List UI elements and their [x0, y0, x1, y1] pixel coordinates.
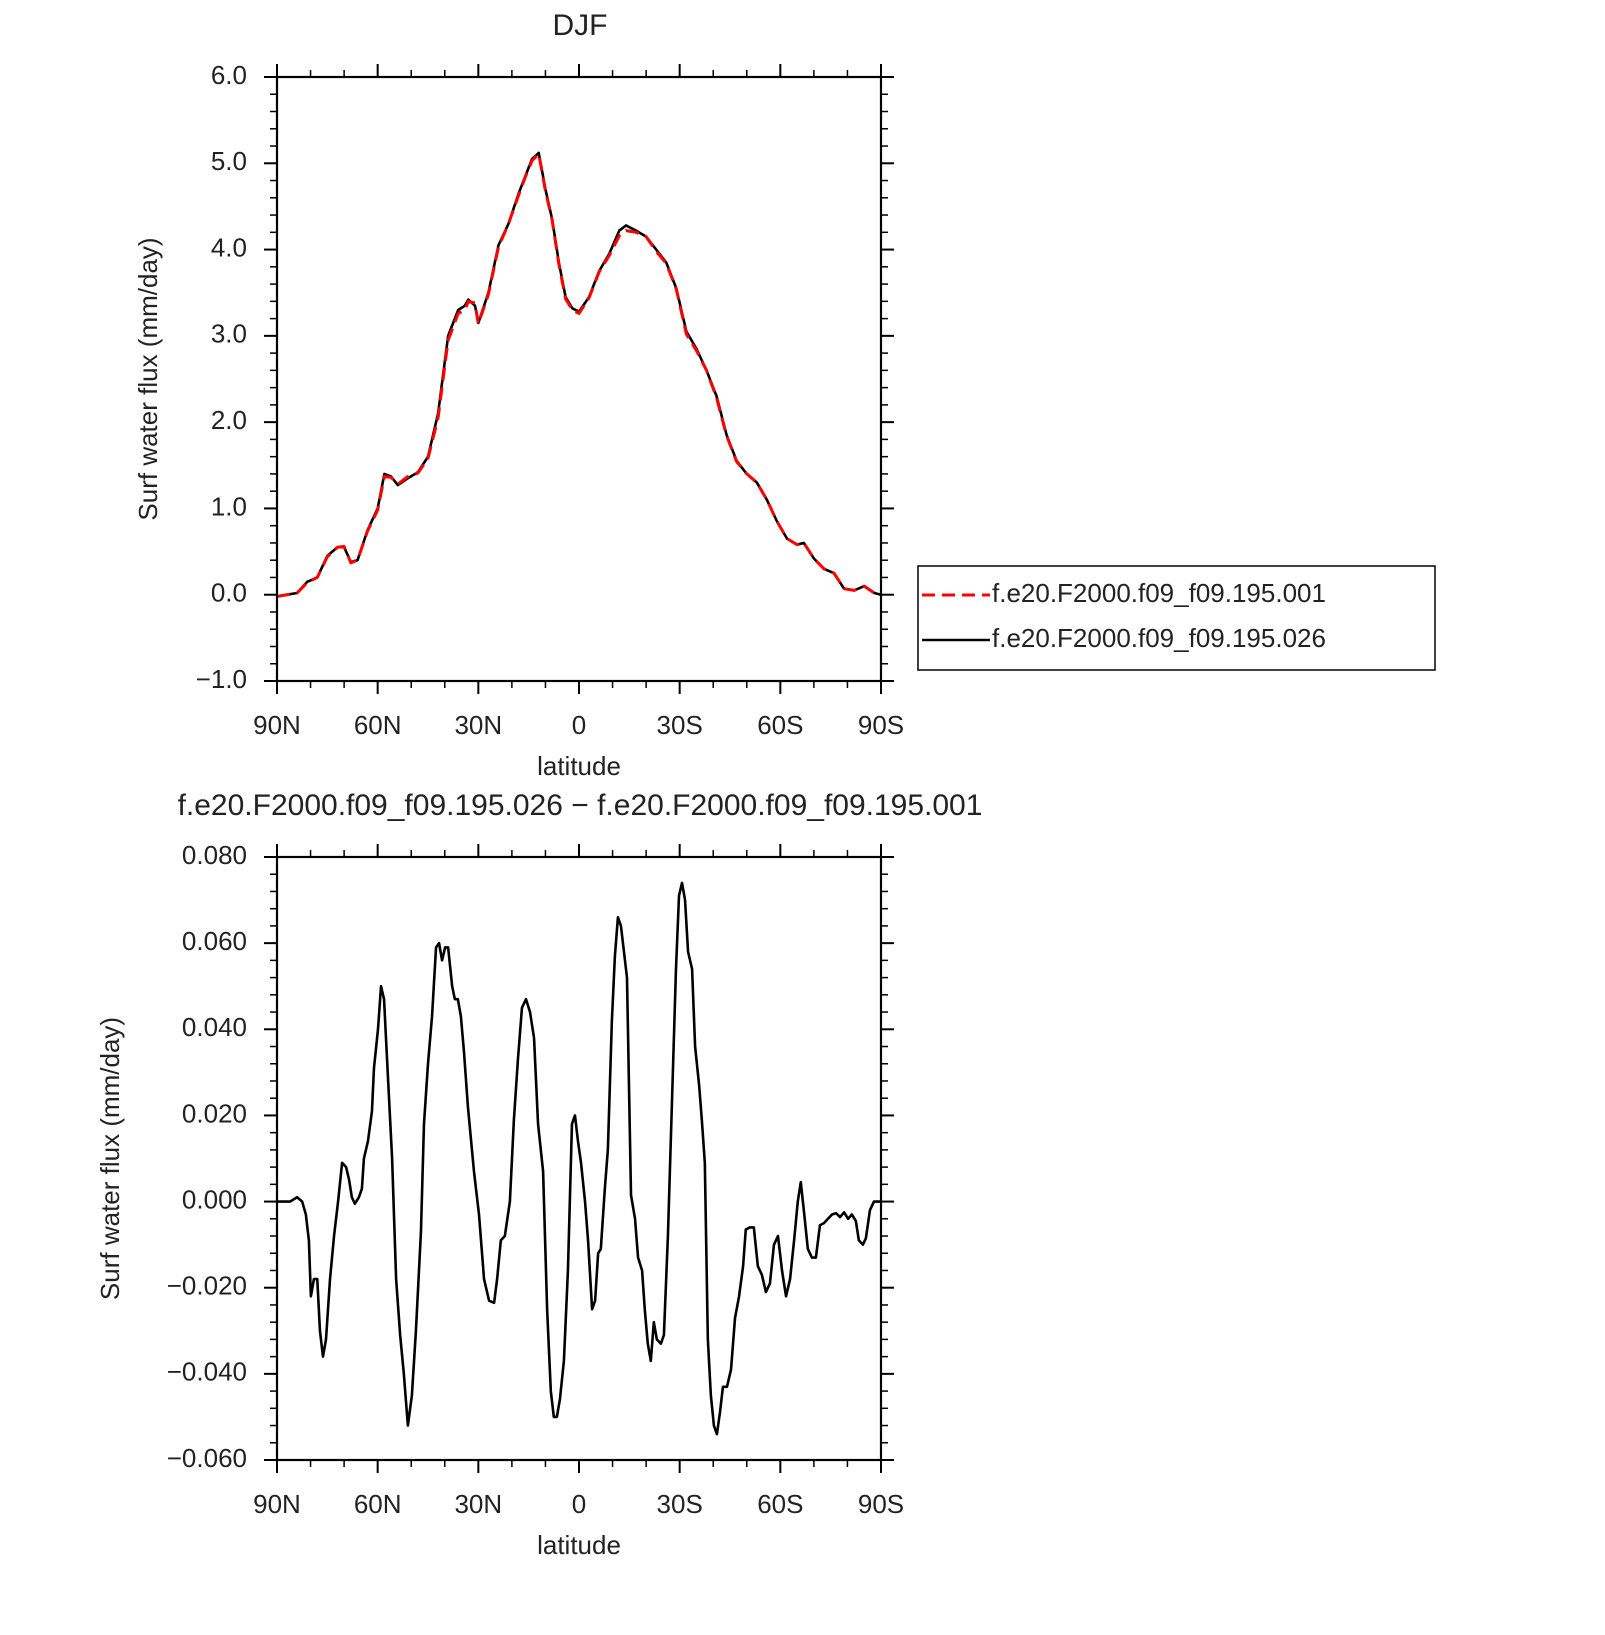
x-tick-label: 90S [858, 1489, 904, 1519]
legend-box [917, 565, 1436, 671]
plot-frame [275, 855, 883, 1462]
y-tick-label: 0.040 [182, 1012, 247, 1042]
x-tick-label: 30N [454, 1489, 502, 1519]
x-tick-label: 60N [354, 710, 402, 740]
y-tick-label: 1.0 [211, 491, 247, 521]
y-tick-label: 4.0 [211, 232, 247, 262]
plot-frame [275, 75, 883, 683]
x-tick-label: 60S [757, 710, 803, 740]
y-tick-label: 5.0 [211, 146, 247, 176]
y-tick-label: 0.060 [182, 926, 247, 956]
x-tick-label: 90S [858, 710, 904, 740]
y-tick-label: −0.060 [167, 1443, 247, 1473]
x-tick-label: 30S [657, 710, 703, 740]
y-axis-label: Surf water flux (mm/day) [95, 1017, 125, 1300]
y-tick-label: 2.0 [211, 405, 247, 435]
chart-title: DJF [553, 9, 608, 42]
x-axis-label: latitude [537, 1530, 621, 1560]
legend-label: f.e20.F2000.f09_f09.195.026 [992, 623, 1326, 653]
x-tick-label: 0 [572, 710, 586, 740]
x-tick-label: 60S [757, 1489, 803, 1519]
data-line [277, 881, 881, 1436]
x-tick-label: 0 [572, 1489, 586, 1519]
x-tick-label: 90N [253, 1489, 301, 1519]
x-tick-label: 60N [354, 1489, 402, 1519]
y-tick-label: 0.020 [182, 1098, 247, 1128]
x-tick-label: 30N [454, 710, 502, 740]
y-axis-label: Surf water flux (mm/day) [133, 237, 163, 520]
x-axis-label: latitude [537, 751, 621, 781]
x-tick-label: 30S [657, 1489, 703, 1519]
y-tick-label: −0.040 [167, 1357, 247, 1387]
y-tick-label: 6.0 [211, 60, 247, 90]
y-tick-label: 0.080 [182, 840, 247, 870]
chart-title: f.e20.F2000.f09_f09.195.026 − f.e20.F200… [178, 789, 983, 822]
y-tick-label: 0.000 [182, 1184, 247, 1214]
y-tick-label: −1.0 [196, 664, 247, 694]
data-line [276, 152, 882, 598]
y-tick-label: −0.020 [167, 1271, 247, 1301]
legend-label: f.e20.F2000.f09_f09.195.001 [992, 578, 1326, 608]
x-tick-label: 90N [253, 710, 301, 740]
y-tick-label: 3.0 [211, 319, 247, 349]
y-tick-label: 0.0 [211, 578, 247, 608]
